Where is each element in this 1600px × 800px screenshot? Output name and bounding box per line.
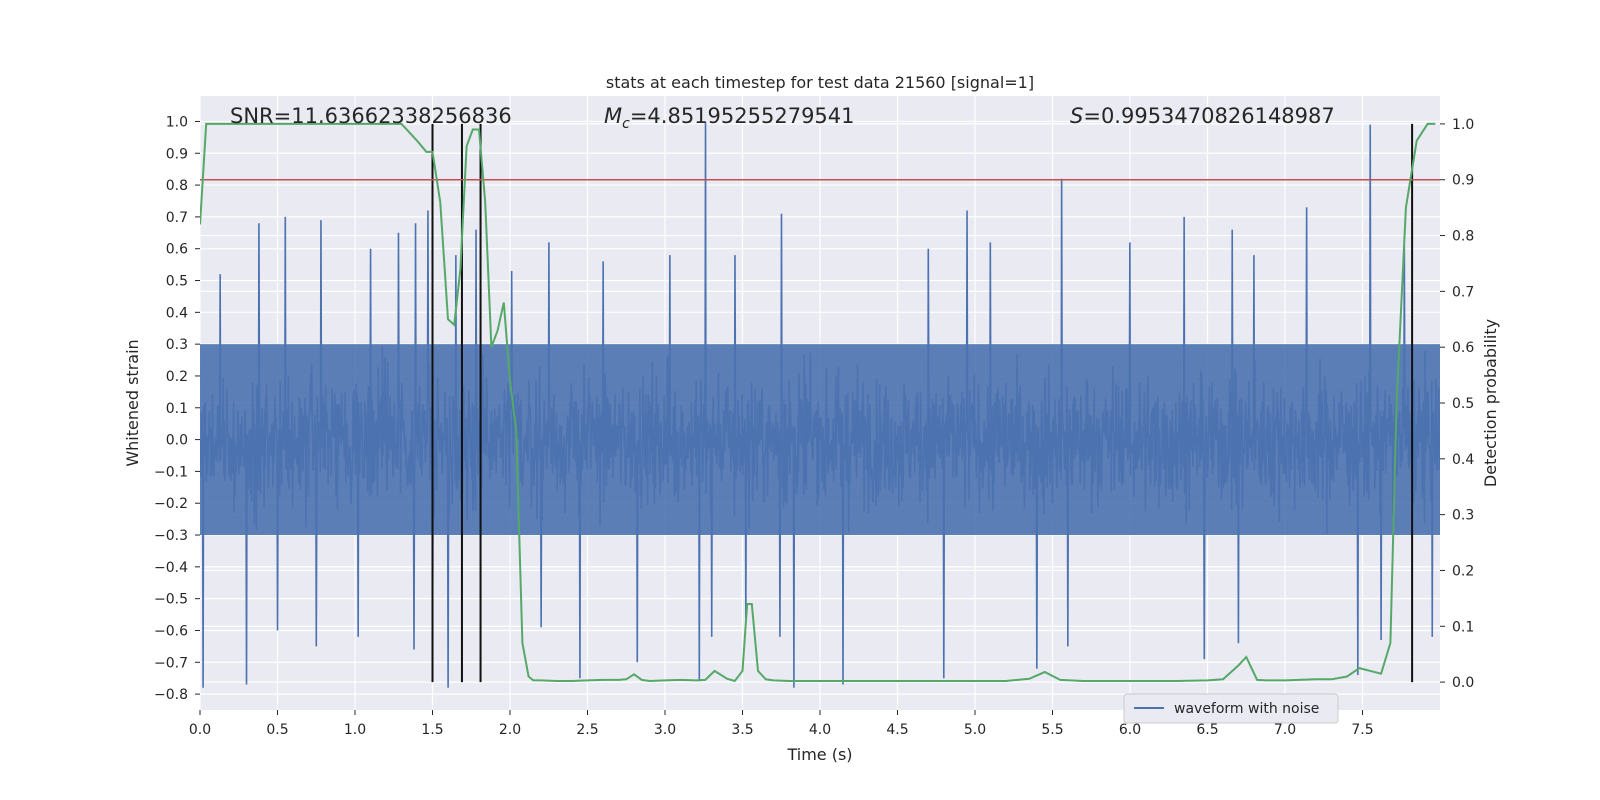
mc-symbol: M — [604, 104, 622, 128]
x-tick-label: 7.5 — [1351, 722, 1373, 738]
chirp-mass-annotation: Mc=4.85195255279541 — [604, 104, 855, 132]
x-axis-label: Time (s) — [786, 745, 852, 764]
y-tick-label-right: 0.6 — [1452, 340, 1474, 356]
y-tick-label-left: 0.3 — [166, 337, 188, 353]
x-tick-label: 2.0 — [499, 722, 521, 738]
y-tick-label-left: 0.4 — [166, 305, 188, 321]
x-tick-label: 4.0 — [809, 722, 831, 738]
mc-value: =4.85195255279541 — [630, 104, 855, 128]
legend-box — [1123, 693, 1339, 724]
y-ticks-right: 1.0 0.9 0.8 0.7 0.6 0.5 0.4 0.3 0.2 0.1 0.0 — [1440, 117, 1474, 691]
chart-title: stats at each timestep for test data 215… — [606, 73, 1034, 92]
y-tick-label-left: 0.8 — [166, 178, 188, 194]
snr-annotation: SNR=11.63662338256836 — [230, 104, 512, 128]
y-axis-label-right: Detection probability — [1481, 319, 1500, 487]
x-tick-label: 2.5 — [576, 722, 598, 738]
y-tick-label-left: 0.7 — [166, 210, 188, 226]
y-tick-label-left: 0.2 — [166, 369, 188, 385]
y-tick-label-right: 0.4 — [1452, 452, 1474, 468]
x-tick-label: 3.5 — [731, 722, 753, 738]
legend: waveform with noise — [1123, 693, 1339, 724]
y-tick-label-right: 0.9 — [1452, 173, 1474, 189]
y-tick-label-left: −0.1 — [154, 464, 188, 480]
y-tick-label-right: 0.0 — [1452, 675, 1474, 691]
y-tick-label-right: 0.8 — [1452, 229, 1474, 245]
y-tick-label-right: 0.3 — [1452, 508, 1474, 524]
x-tick-label: 5.5 — [1041, 722, 1063, 738]
y-tick-label-left: −0.4 — [154, 560, 188, 576]
mc-subscript: c — [622, 116, 630, 132]
y-tick-label-left: 0.9 — [166, 146, 188, 162]
y-tick-label-left: −0.3 — [154, 528, 188, 544]
y-tick-label-left: −0.2 — [154, 496, 188, 512]
y-tick-label-right: 0.2 — [1452, 563, 1474, 579]
y-tick-label-right: 0.7 — [1452, 284, 1474, 300]
x-tick-label: 5.0 — [964, 722, 986, 738]
waveform-core — [200, 344, 1440, 536]
y-tick-label-left: −0.6 — [154, 623, 188, 639]
y-tick-label-right: 1.0 — [1452, 117, 1474, 133]
x-tick-label: 6.5 — [1196, 722, 1218, 738]
x-tick-label: 1.5 — [421, 722, 443, 738]
y-tick-label-left: −0.7 — [154, 655, 188, 671]
x-tick-label: 0.0 — [189, 722, 211, 738]
y-ticks-left: 1.0 0.9 0.8 0.7 0.6 0.5 0.4 0.3 0.2 0.1 0.0 −0.1 −0.… — [154, 114, 200, 703]
x-tick-label: 7.0 — [1274, 722, 1296, 738]
y-tick-label-left: 0.1 — [166, 401, 188, 417]
y-tick-label-left: 1.0 — [166, 114, 188, 130]
x-tick-label: 6.0 — [1119, 722, 1141, 738]
y-tick-label-left: 0.6 — [166, 242, 188, 258]
probability-series — [200, 122, 1436, 683]
y-tick-label-left: 0.0 — [166, 433, 188, 449]
s-symbol: S — [1070, 104, 1083, 128]
y-axis-label-left: Whitened strain — [123, 339, 142, 466]
legend-label: waveform with noise — [1174, 701, 1319, 717]
vertical-markers — [431, 123, 1414, 683]
y-tick-label-left: 0.5 — [166, 274, 188, 290]
y-tick-label-left: −0.5 — [154, 592, 188, 608]
y-tick-label-right: 0.1 — [1452, 619, 1474, 635]
x-ticks: 0.0 0.5 1.0 1.5 2.0 2.5 3.0 3.5 4.0 4.5 5.0 5.5 6.0 6… — [189, 710, 1374, 738]
waveform-series — [200, 121, 1440, 688]
score-annotation: S=0.9953470826148987 — [1070, 104, 1335, 128]
x-tick-label: 3.0 — [654, 722, 676, 738]
probability-line — [200, 122, 1436, 683]
x-tick-label: 0.5 — [266, 722, 288, 738]
x-tick-label: 4.5 — [886, 722, 908, 738]
x-tick-label: 1.0 — [344, 722, 366, 738]
y-tick-label-right: 0.5 — [1452, 396, 1474, 412]
y-tick-label-left: −0.8 — [154, 687, 188, 703]
s-value: =0.9953470826148987 — [1083, 104, 1334, 128]
